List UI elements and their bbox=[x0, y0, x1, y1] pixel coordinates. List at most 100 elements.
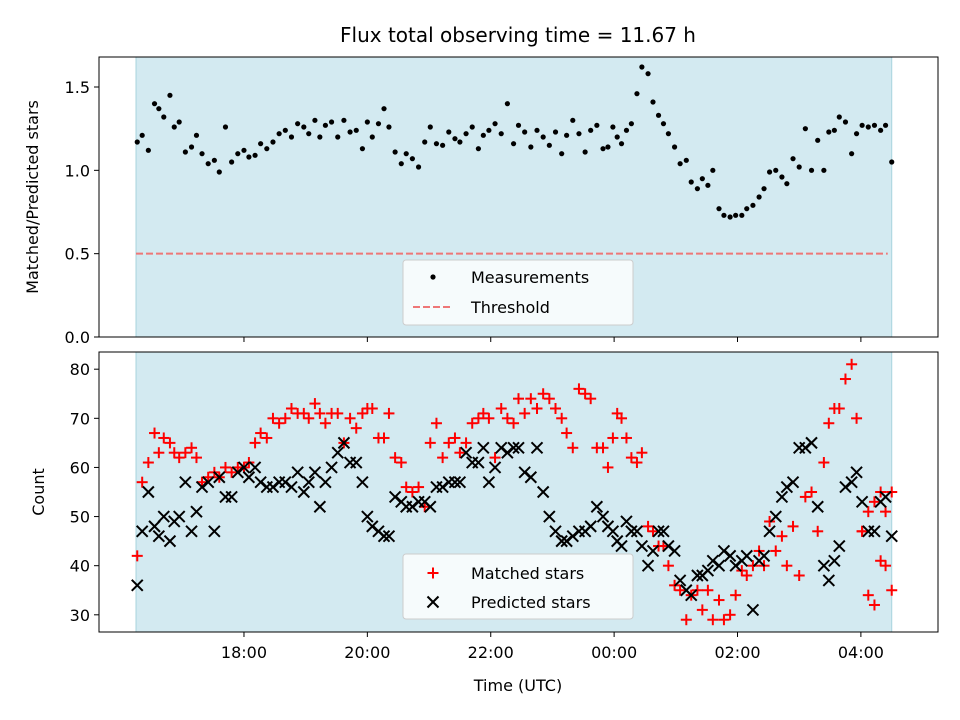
predicted-star-point bbox=[746, 603, 760, 617]
matched-star-point bbox=[647, 525, 659, 537]
predicted-star-point bbox=[630, 525, 644, 538]
predicted-star-point bbox=[757, 549, 771, 563]
measurement-point bbox=[546, 142, 552, 148]
predicted-star-point bbox=[382, 530, 396, 543]
matched-star-point bbox=[868, 599, 880, 611]
measurement-point bbox=[475, 146, 482, 152]
measurement-point bbox=[773, 167, 779, 173]
measurement-point bbox=[564, 132, 570, 138]
count-frame-group bbox=[98, 351, 939, 633]
count-x-tick-label: 02:00 bbox=[714, 643, 760, 662]
matched-star-point bbox=[616, 412, 628, 424]
measurement-point bbox=[258, 141, 264, 147]
measurement-point bbox=[282, 127, 288, 133]
predicted-star-point bbox=[190, 505, 203, 518]
measurement-point bbox=[744, 206, 750, 212]
legend-predicted-label: Predicted stars bbox=[471, 593, 591, 612]
matched-star-point bbox=[597, 442, 609, 454]
measurement-point bbox=[392, 149, 398, 155]
matched-star-point bbox=[862, 589, 874, 601]
predicted-star-point bbox=[157, 510, 170, 523]
count-legend: Matched stars Predicted stars bbox=[402, 553, 634, 620]
measurement-point bbox=[699, 176, 705, 182]
measurement-point bbox=[171, 124, 177, 130]
measurement-point bbox=[831, 127, 837, 133]
predicted-star-point bbox=[850, 466, 863, 479]
matched-star-point bbox=[267, 412, 279, 424]
measurement-point bbox=[386, 124, 392, 130]
matched-star-point bbox=[472, 412, 484, 424]
matched-star-point bbox=[454, 447, 466, 459]
matched-star-point bbox=[886, 486, 898, 498]
matched-star-point bbox=[279, 412, 291, 424]
matched-star-point bbox=[631, 457, 643, 469]
matched-star-point bbox=[179, 447, 191, 459]
count-y-axis: 30 40 50 60 70 80 bbox=[70, 360, 99, 625]
measurement-point bbox=[614, 134, 620, 140]
measurement-point bbox=[727, 214, 733, 220]
count-y-tick-label: 50 bbox=[70, 508, 90, 527]
measurement-point bbox=[766, 169, 773, 175]
measurement-point bbox=[733, 212, 739, 218]
matched-star-point bbox=[389, 452, 401, 464]
matched-star-point bbox=[543, 393, 555, 405]
ratio-y-tick-label: 1.0 bbox=[65, 161, 90, 180]
matched-star-point bbox=[319, 417, 331, 429]
measurement-point bbox=[570, 117, 576, 123]
measurement-point bbox=[288, 134, 295, 140]
matched-star-point bbox=[173, 452, 185, 464]
matched-star-point bbox=[812, 525, 824, 537]
matched-star-point bbox=[875, 555, 887, 567]
measurement-point bbox=[403, 151, 409, 157]
matched-star-point bbox=[501, 412, 513, 424]
matched-star-point bbox=[395, 457, 407, 469]
measurement-point bbox=[540, 134, 546, 140]
matched-star-point bbox=[642, 520, 654, 532]
measurement-point bbox=[796, 164, 802, 170]
matched-star-point bbox=[839, 373, 851, 385]
predicted-star-point bbox=[201, 475, 215, 489]
ratio-y-tick-label: 0.5 bbox=[65, 245, 90, 264]
matched-star-point bbox=[344, 412, 356, 424]
predicted-star-point bbox=[148, 520, 161, 533]
measurement-point bbox=[705, 182, 711, 188]
predicted-star-point bbox=[524, 471, 538, 484]
predicted-star-point bbox=[237, 461, 251, 474]
predicted-star-point bbox=[477, 441, 490, 454]
measurement-point bbox=[790, 156, 796, 162]
measurement-point bbox=[301, 124, 307, 130]
measurement-point bbox=[610, 124, 616, 130]
measurement-point bbox=[229, 159, 235, 165]
matched-star-point bbox=[449, 432, 461, 444]
predicted-star-point bbox=[786, 475, 800, 489]
matched-star-point bbox=[823, 417, 835, 429]
count-x-axis: 18:00 20:00 22:00 00:00 02:00 04:00 bbox=[221, 632, 884, 662]
matched-star-point bbox=[851, 412, 863, 424]
predicted-star-point bbox=[302, 475, 315, 489]
measurement-point bbox=[199, 151, 205, 157]
measurement-point bbox=[694, 186, 701, 192]
matched-star-point bbox=[806, 486, 818, 498]
predicted-star-point bbox=[691, 569, 704, 582]
measurement-point bbox=[522, 129, 528, 135]
measurement-point bbox=[721, 212, 727, 218]
measurement-point bbox=[452, 136, 458, 142]
matched-star-point bbox=[168, 447, 180, 459]
ratio-legend: Measurements Threshold bbox=[402, 259, 634, 326]
matched-star-point bbox=[818, 457, 830, 469]
matched-star-point bbox=[255, 427, 267, 439]
matched-star-point bbox=[309, 398, 321, 410]
predicted-star-point bbox=[459, 446, 473, 459]
measurement-point bbox=[335, 134, 341, 140]
ratio-y-tick-label: 0.0 bbox=[65, 328, 90, 347]
predicted-star-point bbox=[225, 490, 238, 504]
predicted-star-point bbox=[817, 559, 831, 572]
count-frame bbox=[98, 351, 939, 633]
matched-star-point bbox=[747, 560, 759, 572]
predicted-star-point bbox=[361, 510, 374, 523]
matched-star-point bbox=[273, 417, 285, 429]
predicted-star-point bbox=[543, 510, 556, 523]
measurement-point bbox=[588, 127, 594, 133]
matched-star-point bbox=[680, 614, 692, 626]
predicted-star-point bbox=[625, 525, 638, 538]
